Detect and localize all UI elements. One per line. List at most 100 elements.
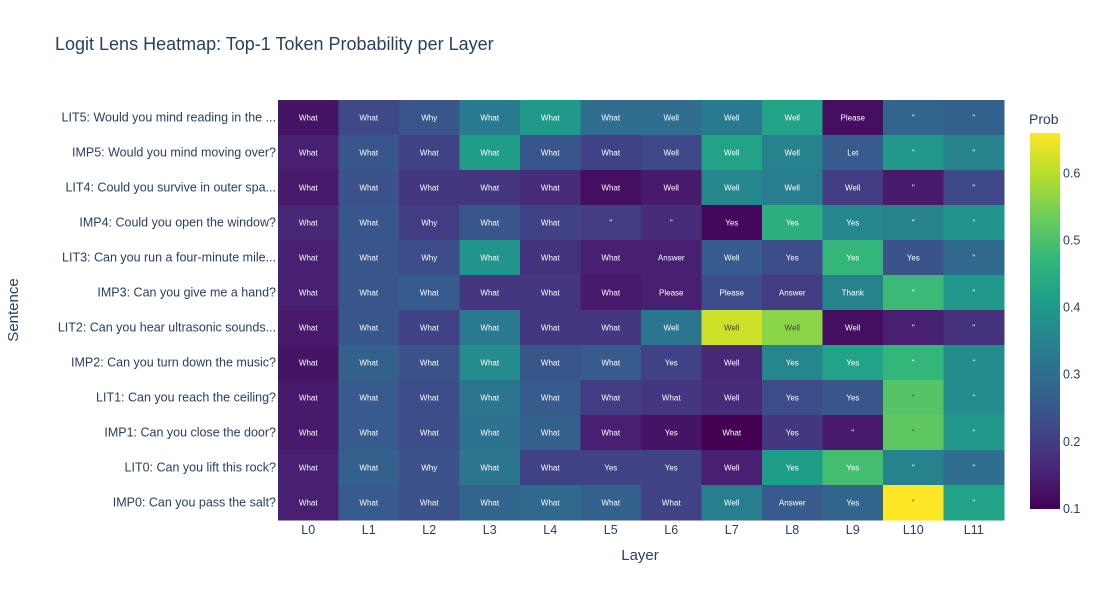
cell-label: Well	[664, 149, 680, 158]
cell-label: "	[670, 219, 673, 228]
cell-label: What	[299, 114, 318, 123]
y-tick-label: IMP5: Would you mind moving over?	[72, 146, 276, 160]
heatmap-cell	[762, 415, 823, 451]
cell-label: What	[601, 184, 620, 193]
cell-label: "	[912, 359, 915, 368]
heatmap-cell	[762, 450, 823, 486]
cell-label: "	[912, 184, 915, 193]
cell-label: "	[912, 394, 915, 403]
cell-label: Yes	[786, 254, 799, 263]
cell-label: What	[359, 219, 378, 228]
colorbar-tick-label: 0.1	[1063, 502, 1080, 516]
heatmap-cell	[338, 345, 400, 381]
cell-label: What	[359, 289, 378, 298]
cell-label: What	[541, 359, 560, 368]
cell-label: What	[299, 289, 318, 298]
cell-label: Well	[785, 184, 801, 193]
cell-label: Yes	[786, 429, 799, 438]
heatmap-cell	[822, 345, 884, 381]
colorbar-tick-label: 0.2	[1063, 435, 1080, 449]
heatmap-cell	[580, 100, 642, 136]
heatmap-cell	[822, 240, 884, 276]
heatmap-cell	[822, 205, 884, 241]
heatmap-cell	[520, 310, 581, 346]
cell-label: What	[541, 219, 560, 228]
heatmap-cell	[701, 135, 763, 171]
heatmap-cell	[701, 310, 763, 346]
cell-label: Why	[421, 464, 437, 473]
heatmap-cell	[459, 240, 521, 276]
heatmap-cell	[762, 275, 823, 311]
heatmap-cell	[459, 450, 521, 486]
cell-label: "	[912, 429, 915, 438]
cell-label: Well	[724, 499, 740, 508]
heatmap-cell	[762, 345, 823, 381]
cell-label: Well	[724, 324, 740, 333]
colorbar-tick-label: 0.5	[1063, 233, 1080, 247]
heatmap-cell	[762, 240, 823, 276]
cell-label: Well	[724, 464, 740, 473]
heatmap-cells	[278, 100, 1005, 521]
y-tick-label: LIT0: Can you lift this rock?	[125, 461, 277, 475]
cell-label: "	[912, 499, 915, 508]
colorbar-title: Prob	[1029, 111, 1059, 127]
heatmap-cell	[399, 310, 460, 346]
cell-label: Well	[845, 324, 861, 333]
heatmap-cell	[338, 450, 400, 486]
heatmap-cell	[762, 205, 823, 241]
colorbar-tick-label: 0.4	[1063, 301, 1080, 315]
cell-label: Please	[659, 289, 684, 298]
heatmap-cell	[762, 310, 823, 346]
heatmap-cell	[641, 485, 702, 521]
heatmap-cell	[278, 240, 339, 276]
cell-label: What	[420, 499, 439, 508]
cell-label: Yes	[846, 499, 859, 508]
y-tick-label: LIT5: Would you mind reading in the ...	[62, 111, 276, 125]
cell-label: What	[420, 324, 439, 333]
x-axis-label: Layer	[621, 547, 659, 564]
cell-label: "	[912, 149, 915, 158]
heatmap-cell	[822, 100, 884, 136]
cell-label: "	[972, 254, 975, 263]
cell-label: What	[420, 394, 439, 403]
cell-label: Yes	[846, 219, 859, 228]
cell-label: Thank	[842, 289, 865, 298]
heatmap-cell	[520, 135, 581, 171]
heatmap-cell	[883, 205, 944, 241]
cell-label: Answer	[779, 499, 806, 508]
x-tick-label: L10	[903, 523, 924, 537]
cell-label: "	[972, 429, 975, 438]
cell-label: "	[851, 429, 854, 438]
y-tick-label: LIT4: Could you survive in outer spa...	[65, 181, 276, 195]
heatmap-cell	[399, 170, 460, 206]
cell-label: "	[972, 394, 975, 403]
cell-label: What	[722, 429, 741, 438]
cell-label: "	[912, 219, 915, 228]
cell-label: What	[662, 394, 681, 403]
heatmap-cell	[459, 485, 521, 521]
cell-label: What	[541, 464, 560, 473]
heatmap-cell	[399, 275, 460, 311]
x-tick-label: L3	[483, 523, 497, 537]
y-axis-tick-labels: LIT5: Would you mind reading in the ... I…	[58, 111, 276, 510]
heatmap-cell	[520, 170, 581, 206]
heatmap-cell	[943, 415, 1005, 451]
heatmap-cell	[883, 450, 944, 486]
heatmap-cell	[520, 345, 581, 381]
heatmap-cell	[399, 100, 460, 136]
heatmap-cell	[399, 415, 460, 451]
heatmap-cell	[883, 345, 944, 381]
heatmap-cell	[520, 100, 581, 136]
cell-label: What	[359, 184, 378, 193]
cell-label: "	[912, 289, 915, 298]
heatmap-cell	[399, 135, 460, 171]
y-tick-label: LIT2: Can you hear ultrasonic sounds...	[58, 321, 276, 335]
cell-label: What	[601, 359, 620, 368]
cell-label: What	[541, 324, 560, 333]
cell-label: Yes	[846, 254, 859, 263]
heatmap-cell	[520, 380, 581, 416]
cell-label: What	[541, 429, 560, 438]
heatmap-cell	[399, 345, 460, 381]
cell-label: What	[601, 324, 620, 333]
heatmap-cell	[338, 380, 400, 416]
